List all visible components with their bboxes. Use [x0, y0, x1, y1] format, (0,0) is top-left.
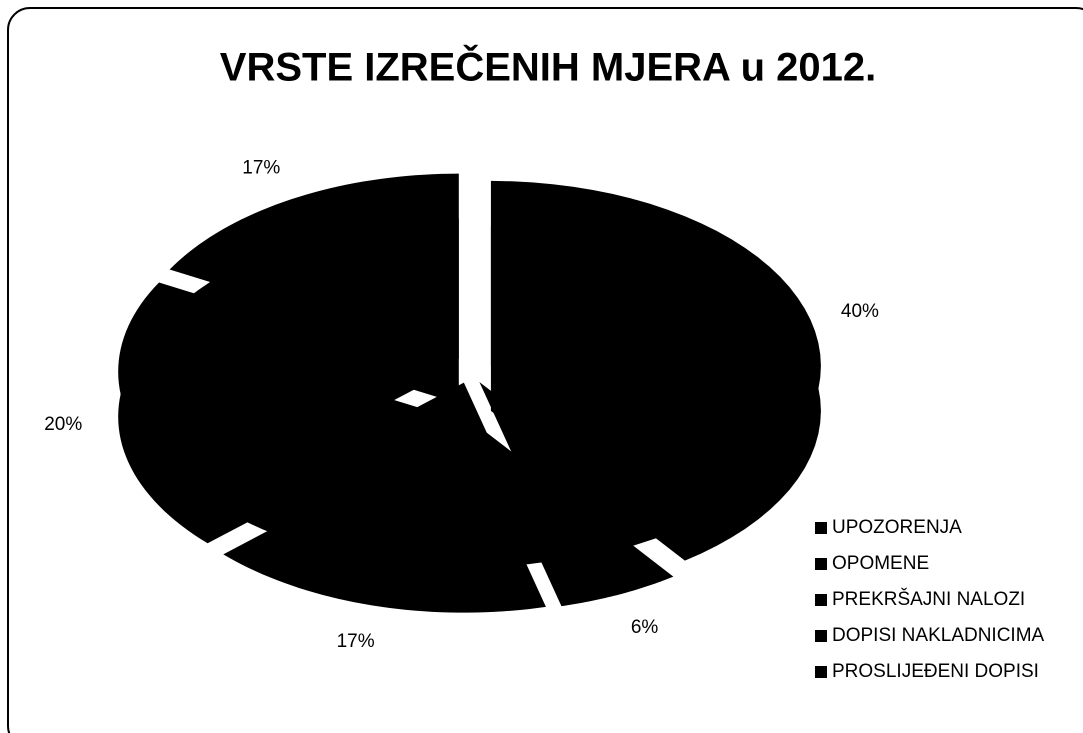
legend-label: DOPISI NAKLADNICIMA — [832, 625, 1045, 646]
legend-swatch — [815, 594, 827, 606]
data-label: 6% — [631, 617, 659, 638]
legend-label: PROSLIJEĐENI DOPISI — [832, 661, 1039, 682]
data-label: 17% — [242, 158, 280, 179]
data-label: 40% — [841, 301, 879, 322]
data-label: 17% — [337, 631, 375, 652]
data-label: 20% — [44, 414, 82, 435]
legend-swatch — [815, 666, 827, 678]
legend-swatch — [815, 630, 827, 642]
slice — [169, 173, 459, 359]
legend-label: UPOZORENJA — [832, 517, 962, 538]
legend-swatch — [815, 522, 827, 534]
slice — [118, 282, 449, 499]
slice — [490, 180, 821, 516]
legend-swatch — [815, 558, 827, 570]
legend-label: OPOMENE — [832, 553, 929, 574]
chart-title: VRSTE IZREČENIH MJERA u 2012. — [220, 44, 876, 90]
slice — [479, 381, 674, 562]
legend-label: PREKRŠAJNI NALOZI — [832, 588, 1025, 610]
slice — [223, 382, 546, 568]
